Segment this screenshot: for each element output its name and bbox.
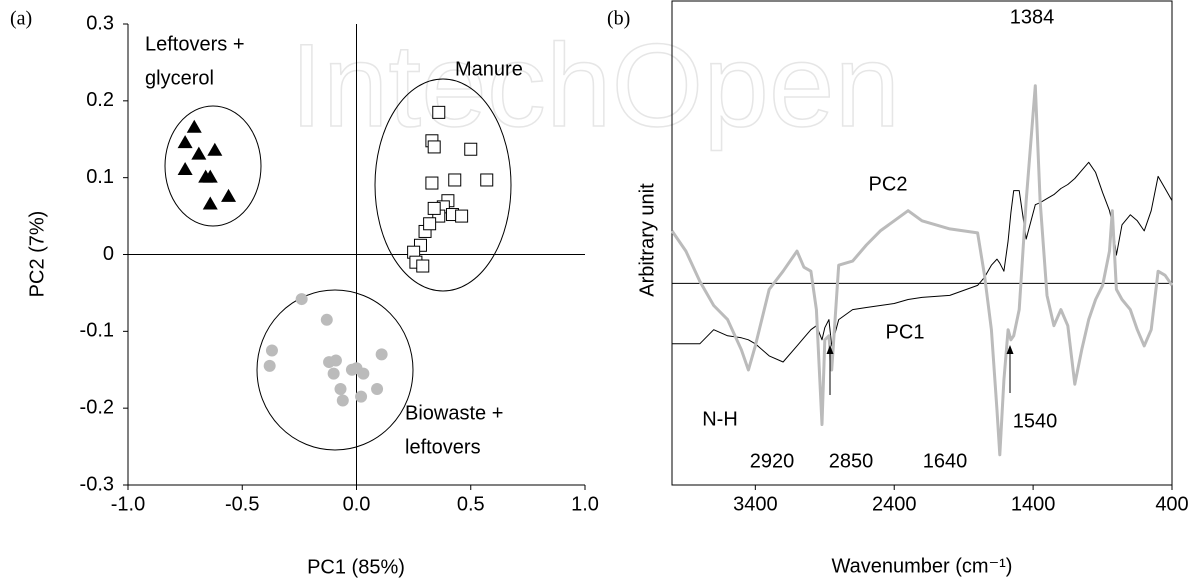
square-point xyxy=(427,201,441,215)
triangle-point xyxy=(186,119,202,133)
square-point xyxy=(455,209,469,223)
annotation: PC1 xyxy=(886,321,925,343)
x-axis-title: PC1 (85%) xyxy=(307,556,405,578)
cluster-outline xyxy=(374,78,512,292)
circle-point xyxy=(355,390,368,403)
x-tick-label: 3400 xyxy=(733,493,778,515)
annotation: 2920 xyxy=(750,450,795,472)
square-point xyxy=(427,140,441,154)
arrow-head xyxy=(826,345,834,354)
x-axis-title: Wavenumber (cm⁻¹) xyxy=(832,555,1013,577)
annotation: 1384 xyxy=(1010,6,1055,28)
triangle-point xyxy=(177,135,193,149)
y-axis-title: PC2 (7%) xyxy=(26,211,48,298)
triangle-point xyxy=(202,169,218,183)
x-tick-label: 0.5 xyxy=(457,493,485,515)
circle-point xyxy=(334,382,347,395)
triangle-point xyxy=(177,161,193,175)
square-point xyxy=(416,259,430,273)
plot-frame xyxy=(671,0,1173,486)
circle-point xyxy=(320,313,333,326)
triangle-point xyxy=(207,142,223,156)
circle-point xyxy=(357,367,370,380)
spectrum-line xyxy=(670,84,1174,457)
y-tick-label: 0.2 xyxy=(86,89,114,111)
panel-label: (b) xyxy=(607,8,630,30)
x-tick-label: 1400 xyxy=(1011,493,1056,515)
y-tick-label: 0.3 xyxy=(86,12,114,34)
square-point xyxy=(425,176,439,190)
triangle-point xyxy=(202,196,218,210)
square-point xyxy=(423,217,437,231)
circle-point xyxy=(263,359,276,372)
square-point xyxy=(480,173,494,187)
x-tick-label: 400 xyxy=(1155,493,1188,515)
x-tick-label: -1.0 xyxy=(111,493,145,515)
x-tick-label: 2400 xyxy=(872,493,917,515)
circle-point xyxy=(375,348,388,361)
circle-point xyxy=(336,394,349,407)
circle-point xyxy=(323,356,336,369)
x-tick-label: 0.0 xyxy=(343,493,371,515)
annotation: 1540 xyxy=(1013,410,1058,432)
y-tick-label: -0.2 xyxy=(80,396,114,418)
annotation: Leftovers + xyxy=(145,33,245,55)
annotation: 1640 xyxy=(923,450,968,472)
annotation: Manure xyxy=(455,58,523,80)
annotation: leftovers xyxy=(405,436,481,458)
spectrum-line xyxy=(672,161,1173,363)
square-point xyxy=(432,105,446,119)
y-tick-label: 0.1 xyxy=(86,166,114,188)
triangle-point xyxy=(191,146,207,160)
y-tick-label: -0.1 xyxy=(80,320,114,342)
annotation: Biowaste + xyxy=(405,402,503,424)
y-tick-label: -0.3 xyxy=(80,473,114,495)
x-tick-label: 1.0 xyxy=(571,493,599,515)
circle-point xyxy=(327,367,340,380)
square-point xyxy=(464,142,478,156)
cluster-outline xyxy=(256,289,414,451)
annotation: PC2 xyxy=(869,173,908,195)
y-tick-label: 0 xyxy=(103,243,114,265)
annotation: 2850 xyxy=(829,450,874,472)
annotation: N-H xyxy=(702,408,738,430)
square-point xyxy=(448,173,462,187)
cluster-outline xyxy=(164,105,262,227)
x-tick-label: -0.5 xyxy=(225,493,259,515)
panel-label: (a) xyxy=(10,8,32,30)
annotation: glycerol xyxy=(145,67,214,89)
circle-point xyxy=(295,293,308,306)
arrow-head xyxy=(1006,345,1014,354)
watermark: IntechOpen xyxy=(290,20,900,152)
circle-point xyxy=(265,344,278,357)
triangle-point xyxy=(221,188,237,202)
circle-point xyxy=(371,382,384,395)
y-axis-title: Arbitrary unit xyxy=(636,183,658,297)
